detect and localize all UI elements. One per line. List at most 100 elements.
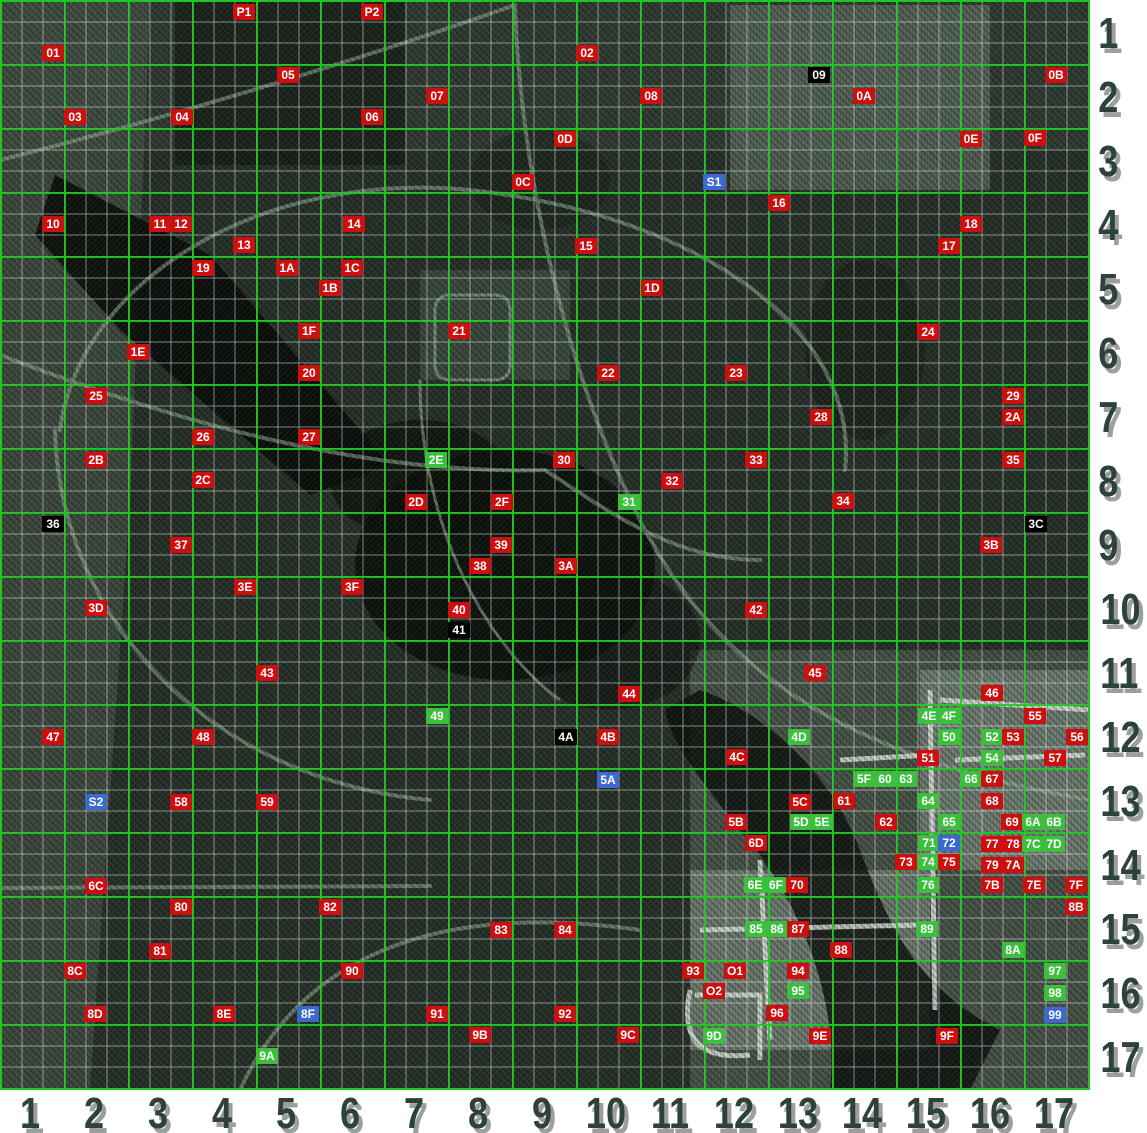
map-marker-97[interactable]: 97 — [1044, 963, 1066, 979]
map-marker-82[interactable]: 82 — [319, 899, 341, 915]
map-marker-9f[interactable]: 9F — [936, 1028, 958, 1044]
map-marker-40[interactable]: 40 — [448, 602, 470, 618]
map-marker-69[interactable]: 69 — [1001, 814, 1023, 830]
map-marker-s1[interactable]: S1 — [703, 174, 725, 190]
map-marker-1b[interactable]: 1B — [319, 280, 341, 296]
map-marker-46[interactable]: 46 — [981, 685, 1003, 701]
map-marker-93[interactable]: 93 — [682, 963, 704, 979]
map-marker-01[interactable]: 01 — [42, 45, 64, 61]
map-marker-5f[interactable]: 5F — [853, 771, 875, 787]
map-marker-26[interactable]: 26 — [192, 429, 214, 445]
map-marker-8d[interactable]: 8D — [84, 1006, 106, 1022]
map-marker-6f[interactable]: 6F — [765, 877, 787, 893]
map-marker-51[interactable]: 51 — [917, 750, 939, 766]
map-marker-3f[interactable]: 3F — [341, 579, 363, 595]
map-marker-04[interactable]: 04 — [171, 109, 193, 125]
map-marker-92[interactable]: 92 — [554, 1006, 576, 1022]
map-marker-48[interactable]: 48 — [192, 729, 214, 745]
map-marker-29[interactable]: 29 — [1002, 388, 1024, 404]
map-marker-9a[interactable]: 9A — [256, 1048, 278, 1064]
map-marker-79[interactable]: 79 — [981, 857, 1003, 873]
map-marker-99[interactable]: 99 — [1044, 1007, 1066, 1023]
map-marker-8b[interactable]: 8B — [1065, 899, 1087, 915]
map-marker-33[interactable]: 33 — [745, 452, 767, 468]
map-marker-80[interactable]: 80 — [170, 899, 192, 915]
map-marker-32[interactable]: 32 — [661, 473, 683, 489]
map-marker-44[interactable]: 44 — [618, 686, 640, 702]
map-marker-2f[interactable]: 2F — [491, 494, 513, 510]
map-marker-2a[interactable]: 2A — [1002, 409, 1024, 425]
map-marker-17[interactable]: 17 — [938, 238, 960, 254]
map-marker-95[interactable]: 95 — [787, 983, 809, 999]
map-marker-63[interactable]: 63 — [895, 771, 917, 787]
map-marker-72[interactable]: 72 — [938, 835, 960, 851]
map-marker-67[interactable]: 67 — [981, 771, 1003, 787]
map-marker-8f[interactable]: 8F — [297, 1006, 319, 1022]
map-marker-4d[interactable]: 4D — [788, 729, 810, 745]
map-marker-54[interactable]: 54 — [981, 750, 1003, 766]
map-marker-06[interactable]: 06 — [361, 109, 383, 125]
map-marker-14[interactable]: 14 — [343, 216, 365, 232]
map-marker-89[interactable]: 89 — [916, 921, 938, 937]
map-marker-98[interactable]: 98 — [1044, 985, 1066, 1001]
map-marker-68[interactable]: 68 — [981, 793, 1003, 809]
map-marker-o2[interactable]: O2 — [703, 983, 725, 999]
map-marker-15[interactable]: 15 — [575, 238, 597, 254]
map-marker-61[interactable]: 61 — [833, 793, 855, 809]
map-marker-7d[interactable]: 7D — [1043, 836, 1065, 852]
map-marker-91[interactable]: 91 — [426, 1006, 448, 1022]
map-marker-41[interactable]: 41 — [448, 622, 470, 638]
map-marker-49[interactable]: 49 — [426, 708, 448, 724]
map-marker-5e[interactable]: 5E — [811, 814, 833, 830]
map-marker-6c[interactable]: 6C — [85, 878, 107, 894]
map-marker-66[interactable]: 66 — [960, 771, 982, 787]
map-marker-31[interactable]: 31 — [618, 494, 640, 510]
map-marker-3c[interactable]: 3C — [1025, 516, 1047, 532]
map-marker-74[interactable]: 74 — [917, 854, 939, 870]
map-marker-24[interactable]: 24 — [917, 324, 939, 340]
map-marker-1e[interactable]: 1E — [127, 344, 149, 360]
map-marker-35[interactable]: 35 — [1002, 452, 1024, 468]
map-marker-2c[interactable]: 2C — [192, 472, 214, 488]
map-marker-1a[interactable]: 1A — [276, 260, 298, 276]
map-marker-37[interactable]: 37 — [170, 537, 192, 553]
map-marker-0a[interactable]: 0A — [853, 88, 875, 104]
map-marker-77[interactable]: 77 — [981, 836, 1003, 852]
map-marker-3d[interactable]: 3D — [85, 600, 107, 616]
map-marker-2e[interactable]: 2E — [425, 452, 447, 468]
map-marker-56[interactable]: 56 — [1066, 729, 1088, 745]
map-marker-4a[interactable]: 4A — [555, 729, 577, 745]
map-marker-4e[interactable]: 4E — [918, 708, 940, 724]
map-marker-18[interactable]: 18 — [960, 216, 982, 232]
map-marker-0b[interactable]: 0B — [1045, 67, 1067, 83]
map-marker-7f[interactable]: 7F — [1065, 877, 1087, 893]
map-marker-09[interactable]: 09 — [808, 67, 830, 83]
map-marker-20[interactable]: 20 — [298, 365, 320, 381]
map-marker-o1[interactable]: O1 — [724, 963, 746, 979]
map-marker-02[interactable]: 02 — [576, 45, 598, 61]
map-marker-84[interactable]: 84 — [554, 922, 576, 938]
map-marker-58[interactable]: 58 — [170, 794, 192, 810]
map-marker-9d[interactable]: 9D — [703, 1028, 725, 1044]
map-marker-30[interactable]: 30 — [553, 452, 575, 468]
map-marker-9c[interactable]: 9C — [617, 1027, 639, 1043]
map-marker-86[interactable]: 86 — [766, 921, 788, 937]
map-marker-3e[interactable]: 3E — [234, 579, 256, 595]
map-marker-23[interactable]: 23 — [725, 365, 747, 381]
map-marker-50[interactable]: 50 — [938, 729, 960, 745]
map-marker-5a[interactable]: 5A — [597, 772, 619, 788]
map-marker-6d[interactable]: 6D — [745, 835, 767, 851]
map-marker-71[interactable]: 71 — [918, 835, 940, 851]
map-marker-94[interactable]: 94 — [787, 963, 809, 979]
map-marker-0d[interactable]: 0D — [554, 131, 576, 147]
map-marker-60[interactable]: 60 — [874, 771, 896, 787]
map-marker-65[interactable]: 65 — [938, 814, 960, 830]
map-marker-25[interactable]: 25 — [85, 388, 107, 404]
map-marker-03[interactable]: 03 — [64, 109, 86, 125]
map-marker-4f[interactable]: 4F — [938, 708, 960, 724]
map-marker-21[interactable]: 21 — [448, 323, 470, 339]
map-marker-5c[interactable]: 5C — [789, 794, 811, 810]
map-marker-10[interactable]: 10 — [42, 216, 64, 232]
map-marker-7e[interactable]: 7E — [1023, 877, 1045, 893]
map-marker-8e[interactable]: 8E — [213, 1006, 235, 1022]
